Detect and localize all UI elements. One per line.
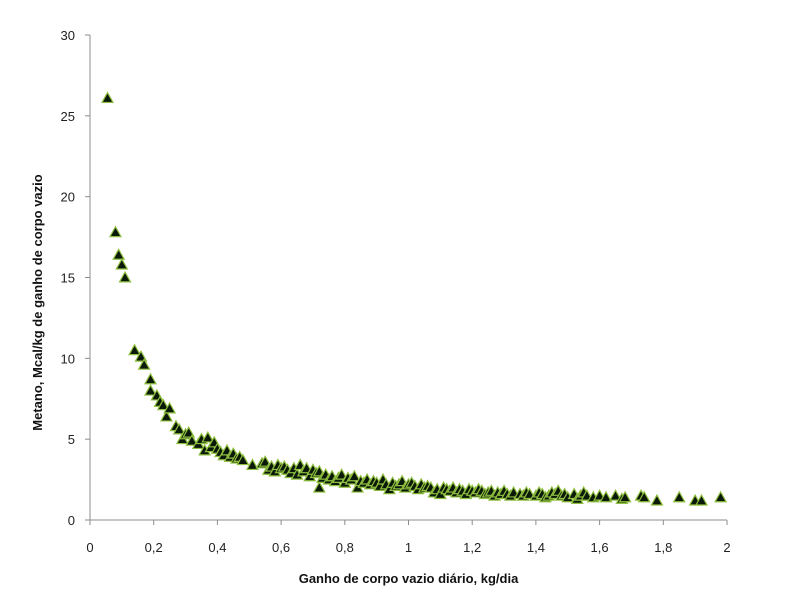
data-point — [185, 434, 199, 446]
data-point — [172, 422, 186, 435]
data-point — [714, 490, 728, 503]
data-point — [236, 453, 250, 466]
data-point — [143, 383, 158, 396]
data-point — [609, 489, 623, 501]
y-tick-label: 5 — [68, 432, 75, 447]
y-tick-label: 0 — [68, 513, 75, 528]
data-point — [637, 490, 651, 503]
x-tick-label: 0 — [86, 540, 93, 555]
y-axis-title: Metano, Mcal/kg de ganho de corpo vazio — [30, 174, 45, 430]
data-point — [118, 270, 132, 283]
y-tick-label: 10 — [61, 351, 75, 366]
data-point — [650, 493, 664, 506]
x-tick-label: 1,8 — [654, 540, 672, 555]
data-point — [201, 430, 215, 443]
data-point — [156, 398, 170, 411]
data-points — [100, 91, 728, 506]
data-point — [182, 425, 196, 438]
x-tick-label: 1 — [405, 540, 412, 555]
data-point — [312, 480, 326, 493]
data-point — [245, 458, 259, 471]
data-point — [143, 372, 158, 385]
x-tick-label: 0,8 — [336, 540, 354, 555]
y-tick-label: 20 — [61, 190, 75, 205]
y-axis-ticks: 0 5 10 15 20 25 30 — [61, 28, 90, 528]
data-point — [672, 490, 686, 503]
data-point — [258, 455, 272, 467]
y-tick-label: 25 — [61, 109, 75, 124]
data-point — [599, 490, 613, 503]
data-point — [134, 349, 148, 362]
data-point — [347, 469, 361, 482]
data-point — [159, 409, 173, 422]
x-axis-title: Ganho de corpo vazio diário, kg/dia — [299, 571, 519, 586]
x-tick-label: 1,4 — [527, 540, 545, 555]
data-point — [128, 343, 142, 356]
data-point — [695, 493, 709, 506]
x-tick-label: 0,6 — [272, 540, 290, 555]
data-point — [335, 467, 349, 480]
data-point — [618, 490, 632, 503]
data-point — [115, 257, 129, 270]
x-tick-label: 0,2 — [145, 540, 163, 555]
data-point — [108, 225, 122, 238]
x-axis-ticks: 0 0,2 0,4 0,6 0,8 1 1,2 1,4 1,6 1,8 2 — [86, 520, 731, 555]
data-point — [137, 358, 151, 370]
x-tick-label: 0,4 — [208, 540, 226, 555]
axes: 0 5 10 15 20 25 30 0 0,2 0,4 0,6 0,8 1 1,2 1,4 1,6 1,8 2 — [61, 28, 731, 555]
data-point — [100, 91, 115, 104]
data-point — [112, 248, 126, 260]
x-tick-label: 1,2 — [463, 540, 481, 555]
y-tick-label: 30 — [61, 28, 75, 43]
x-tick-label: 1,6 — [591, 540, 609, 555]
x-tick-label: 2 — [723, 540, 730, 555]
data-point — [163, 401, 177, 414]
y-tick-label: 15 — [61, 271, 75, 286]
